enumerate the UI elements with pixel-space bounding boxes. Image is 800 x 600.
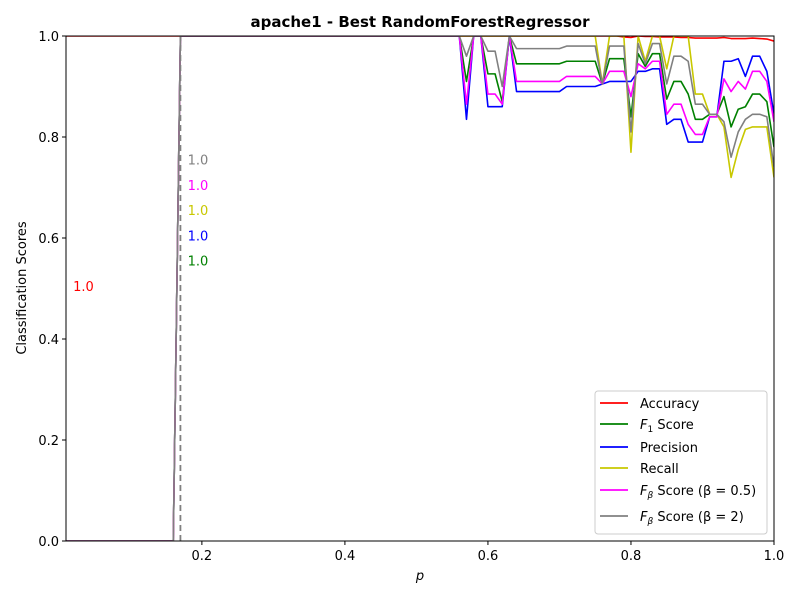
x-axis-label: p: [415, 569, 424, 584]
y-axis-label: Classification Scores: [15, 221, 30, 355]
series-group: [66, 36, 774, 541]
chart-title: apache1 - Best RandomForestRegressor: [251, 13, 591, 31]
legend-entry-0: Accuracy: [640, 397, 700, 412]
legend-entry-1: F1 Score: [640, 418, 694, 435]
axes-frame: [65, 35, 775, 542]
annotation-0: 1.0: [188, 154, 209, 169]
series-line-0: [66, 36, 774, 42]
legend-entry-3: Recall: [640, 462, 679, 477]
x-tick-label-3: 0.8: [621, 549, 642, 564]
y-tick-label-2: 0.4: [38, 333, 59, 348]
x-tick-label-2: 0.6: [478, 549, 499, 564]
y-tick-label-1: 0.2: [38, 434, 59, 449]
x-tick-label-4: 1.0: [764, 549, 785, 564]
y-tick-label-0: 0.0: [38, 535, 59, 550]
legend: Accuracy F1 Score Precision Recall Fβ Score …: [594, 390, 768, 535]
annotation-1: 1.0: [188, 179, 209, 194]
x-tick-label-0: 0.2: [192, 549, 213, 564]
series-line-4: [66, 36, 774, 541]
y-tick-label-5: 1.0: [38, 30, 59, 45]
annotation-4: 1.0: [188, 255, 209, 270]
legend-entry-5: Fβ Score (β = 2): [640, 510, 744, 527]
legend-entry-4: Fβ Score (β = 0.5): [640, 484, 756, 501]
y-tick-label-4: 0.8: [38, 131, 59, 146]
annotation-5: 1.0: [73, 280, 94, 295]
y-tick-label-3: 0.6: [38, 232, 59, 247]
annotation-3: 1.0: [188, 229, 209, 244]
legend-entry-2: Precision: [640, 441, 698, 456]
plot-area: 0.2 0.4 0.6 0.8 1.0 0.0 0.2 0.4 0.6 0.8 1.0 1.0 1.0 1…: [38, 30, 784, 564]
annotation-2: 1.0: [188, 204, 209, 219]
series-line-5: [66, 36, 774, 541]
x-tick-label-1: 0.4: [335, 549, 356, 564]
legend-frame: [594, 390, 768, 535]
